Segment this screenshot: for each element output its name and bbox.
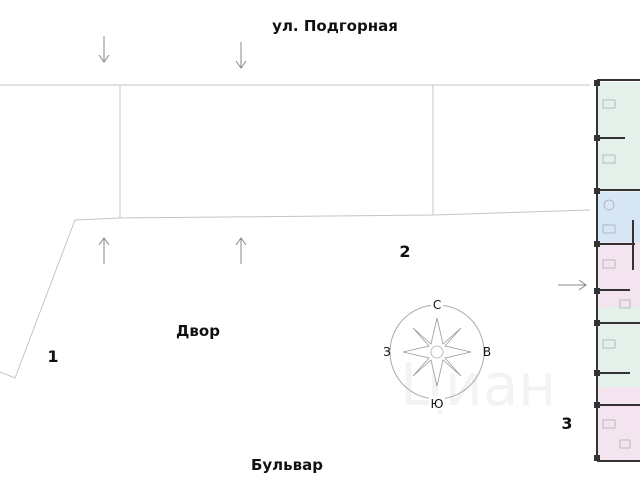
compass-star-icon (402, 317, 472, 387)
boulevard-label: Бульвар (251, 456, 323, 474)
arrow-down-icon (235, 42, 247, 69)
compass-west: З (383, 345, 391, 359)
arrow-down-icon (98, 36, 110, 63)
compass-north: С (433, 298, 441, 312)
yard-boundary (432, 209, 591, 216)
arrow-up-icon (235, 237, 247, 264)
building-floor-plan (594, 79, 640, 462)
arrow-right-icon (558, 279, 587, 291)
left-wing-outline (0, 217, 121, 379)
compass-rose: С Ю З В (383, 294, 491, 411)
site-outline (0, 84, 591, 379)
watermark: Циан (400, 351, 556, 419)
building-footprint-center (119, 85, 434, 219)
entrance-number-2: 2 (399, 242, 410, 261)
entrance-arrows (98, 36, 587, 291)
compass-south: Ю (431, 397, 444, 411)
arrow-up-icon (98, 237, 110, 264)
entrance-number-1: 1 (47, 347, 58, 366)
yard-label: Двор (176, 322, 220, 340)
compass-east: В (483, 345, 491, 359)
street-label-top: ул. Подгорная (272, 17, 398, 35)
entrance-number-3: 3 (561, 414, 572, 433)
